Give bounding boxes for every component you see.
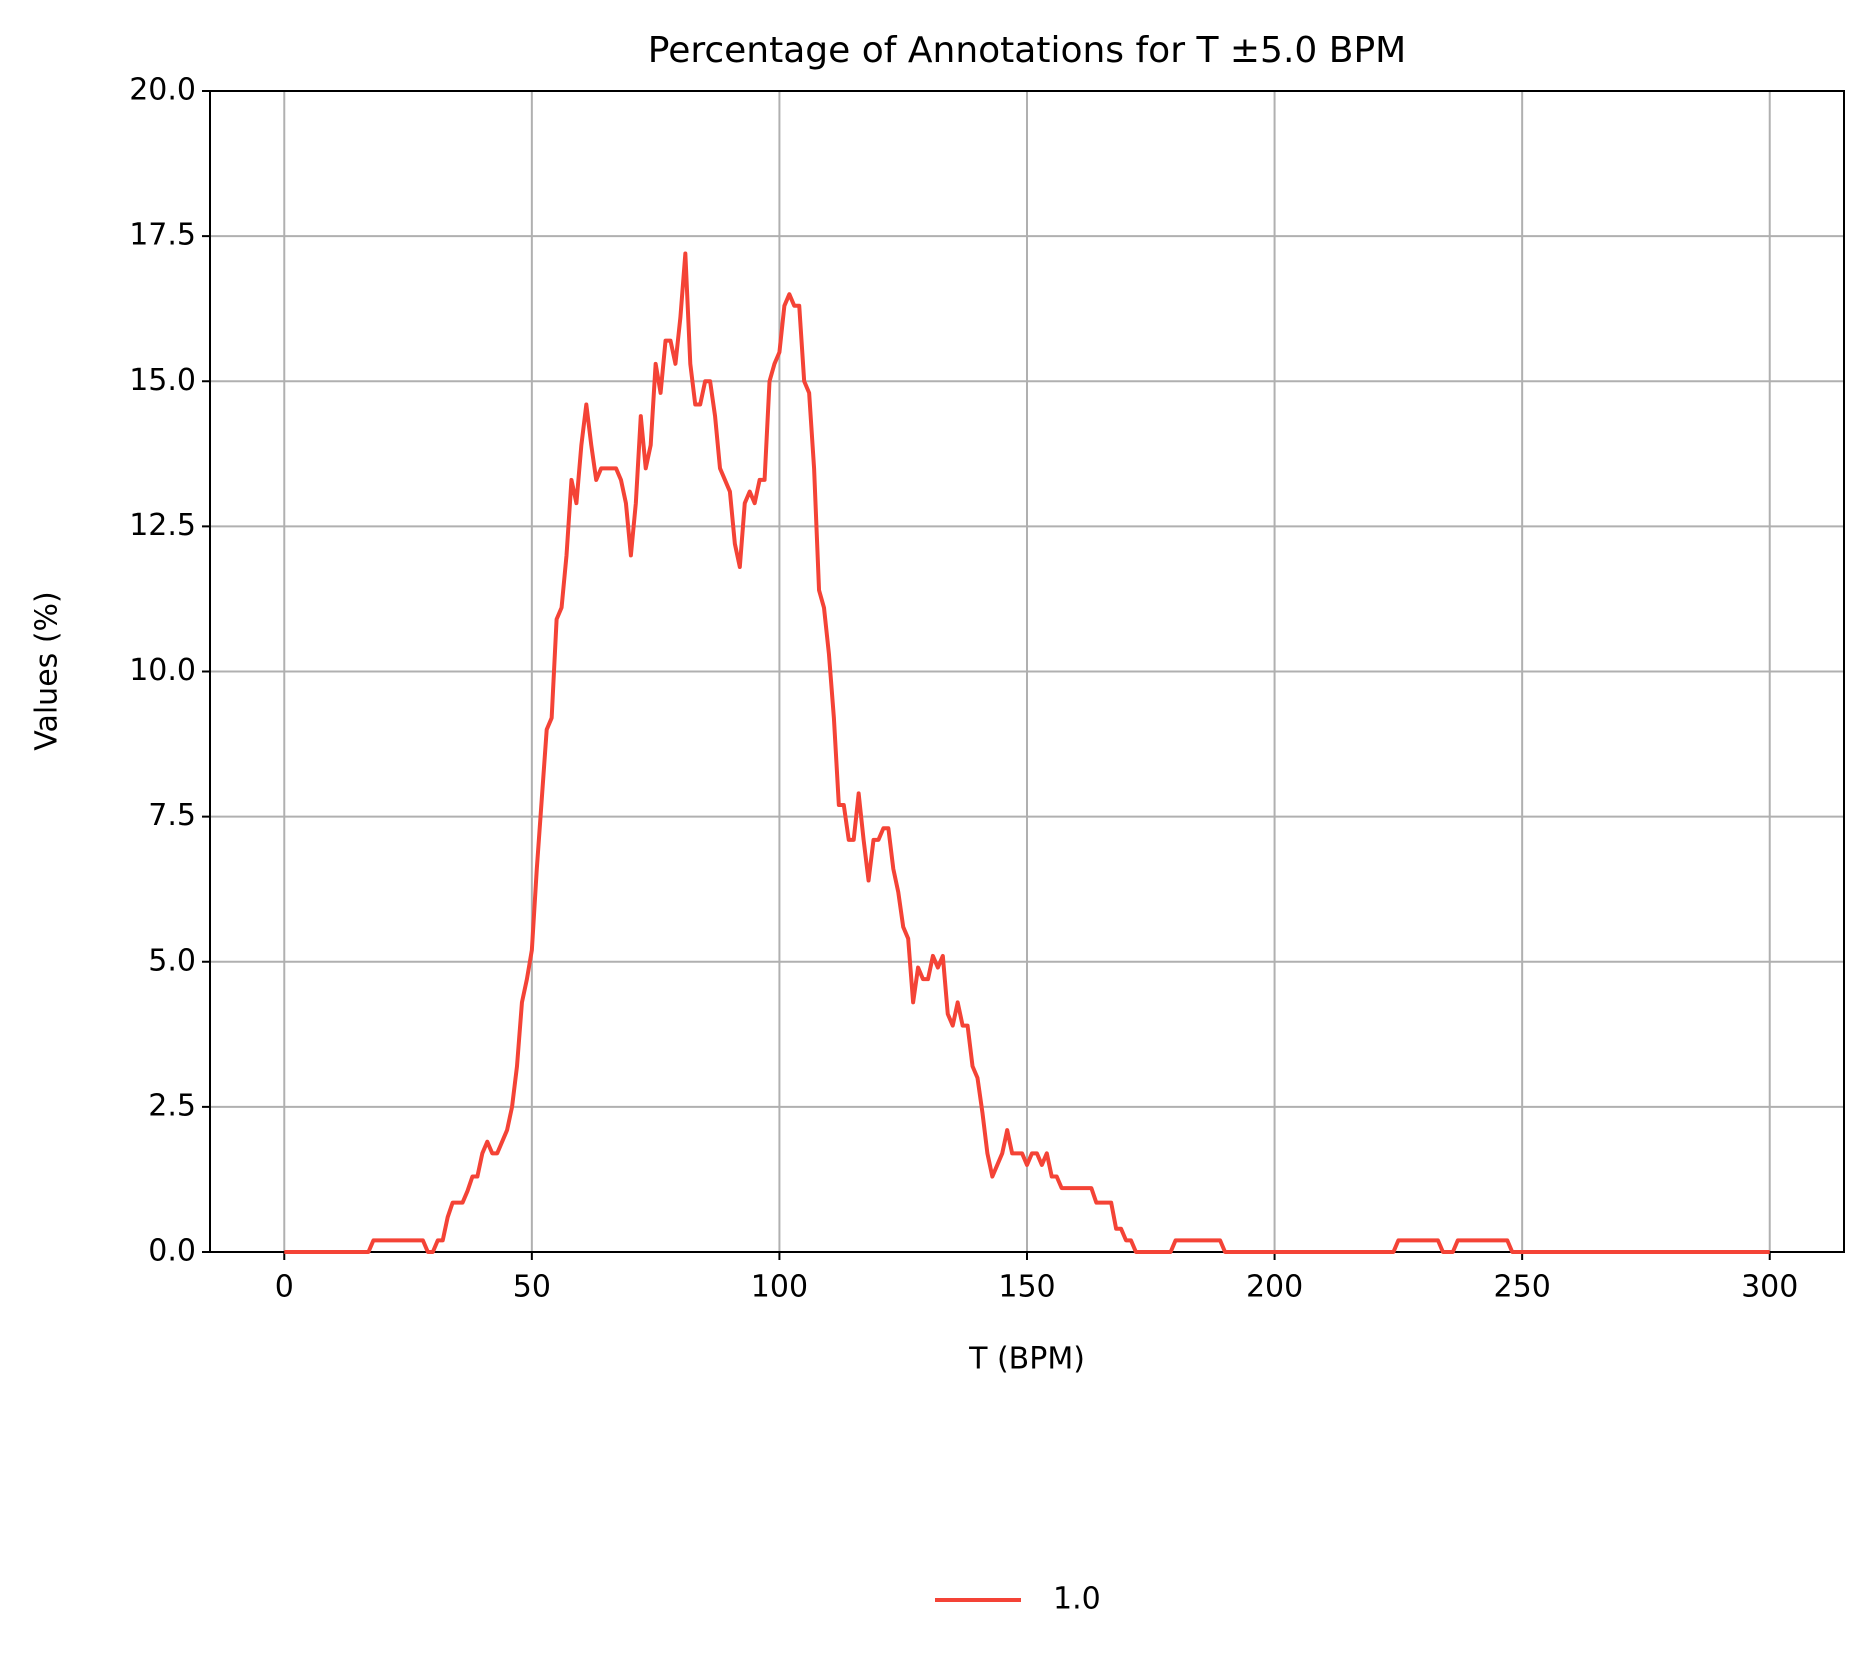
y-tick-label: 0.0 bbox=[148, 1234, 196, 1269]
y-tick-label: 17.5 bbox=[129, 218, 196, 253]
plot-frame bbox=[209, 90, 1845, 1253]
x-tick-label: 200 bbox=[1246, 1270, 1303, 1305]
y-tick-label: 20.0 bbox=[129, 73, 196, 108]
chart-title: Percentage of Annotations for T ±5.0 BPM bbox=[648, 30, 1406, 71]
x-axis-label: T (BPM) bbox=[968, 1342, 1085, 1377]
x-tick-label: 50 bbox=[513, 1270, 551, 1305]
y-axis-label: Values (%) bbox=[30, 591, 65, 750]
y-tick-label: 7.5 bbox=[148, 798, 196, 833]
legend-label: 1.0 bbox=[1053, 1582, 1101, 1617]
x-tick-label: 0 bbox=[275, 1270, 294, 1305]
y-tick-label: 2.5 bbox=[148, 1088, 196, 1123]
x-tick-label: 150 bbox=[998, 1270, 1055, 1305]
y-tick-label: 15.0 bbox=[129, 363, 196, 398]
x-tick-label: 250 bbox=[1494, 1270, 1551, 1305]
y-tick-label: 12.5 bbox=[129, 508, 196, 543]
x-tick-label: 100 bbox=[751, 1270, 808, 1305]
x-tick-label: 300 bbox=[1741, 1270, 1798, 1305]
y-tick-label: 5.0 bbox=[148, 943, 196, 978]
y-tick-label: 10.0 bbox=[129, 653, 196, 688]
data-line bbox=[284, 251, 1770, 1254]
